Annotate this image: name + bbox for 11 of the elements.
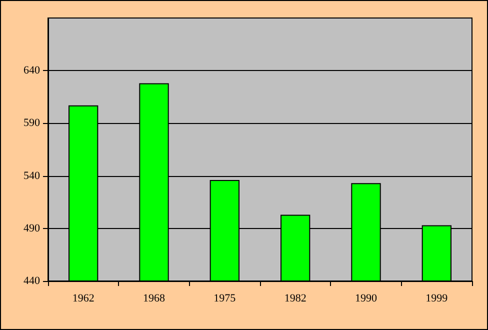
y-tick-label: 490	[24, 222, 40, 234]
x-tick-label: 1999	[426, 292, 448, 304]
x-tick-label: 1982	[284, 292, 306, 304]
y-tick-label: 540	[24, 170, 40, 182]
x-tick-label: 1962	[72, 292, 94, 304]
x-tick-label: 1975	[214, 292, 236, 304]
y-tick-label: 590	[24, 117, 40, 130]
x-tick-label: 1990	[355, 292, 378, 304]
x-tick-label: 1968	[143, 292, 166, 304]
y-tick-label: 440	[24, 275, 40, 287]
y-tick-label: 640	[24, 64, 40, 77]
